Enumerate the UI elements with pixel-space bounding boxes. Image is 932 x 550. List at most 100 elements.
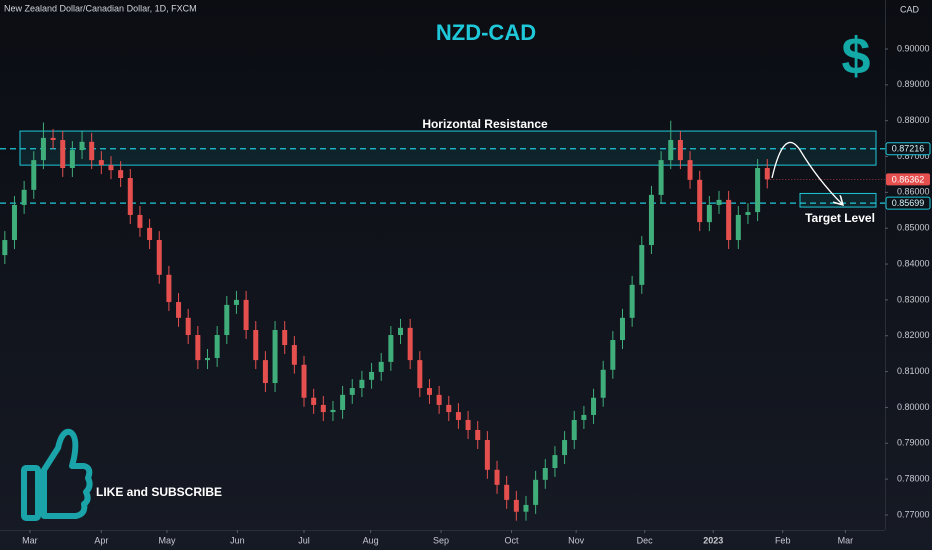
candle-body (687, 160, 693, 180)
candle-body (407, 327, 413, 361)
candle-body (571, 419, 577, 441)
candle-body (388, 335, 394, 362)
last-price-tag (886, 173, 930, 186)
candle-body (436, 394, 442, 405)
candle-body (359, 379, 365, 389)
x-tick-label: 2023 (703, 535, 723, 545)
candle-body (677, 140, 683, 161)
candle-body (340, 394, 346, 410)
candle-body (648, 194, 654, 246)
y-tick-label: 0.84000 (897, 258, 930, 268)
resistance-zone (19, 130, 877, 166)
candle-body (542, 467, 548, 480)
candle-body (562, 440, 568, 456)
cta-text: LIKE and SUBSCRIBE (96, 485, 222, 499)
projection-arrow (771, 141, 842, 204)
x-tick-label: May (158, 535, 176, 545)
candle-body (98, 160, 104, 166)
y-tick-label: 0.80000 (897, 402, 930, 412)
candle-body (726, 199, 732, 241)
y-tick-label: 0.77000 (897, 509, 930, 519)
candle-body (291, 345, 297, 365)
candle-body (581, 414, 587, 420)
candle-body (282, 330, 288, 346)
candle-body (224, 304, 230, 336)
y-tick-label: 0.89000 (897, 79, 930, 89)
candle-body (484, 440, 490, 470)
candle-body (504, 484, 510, 500)
x-tick-label: Aug (363, 535, 379, 545)
candle-body (426, 388, 432, 395)
candle-body (301, 364, 307, 398)
y-tick-label: 0.83000 (897, 294, 930, 304)
candle-body (755, 167, 761, 213)
candle-body (658, 160, 664, 195)
candle-body (204, 357, 210, 361)
y-tick-label: 0.79000 (897, 438, 930, 448)
candle-body (378, 361, 384, 372)
candle-body (166, 274, 172, 303)
candle-body (629, 284, 635, 318)
candle-body (262, 360, 268, 384)
candle-body (523, 504, 529, 512)
candle-body (79, 141, 85, 151)
last-price-label: 0.86362 (892, 174, 925, 184)
candle-body (127, 178, 133, 215)
y-tick-label: 0.81000 (897, 366, 930, 376)
x-tick-label: Oct (504, 535, 519, 545)
candle-body (446, 404, 452, 413)
candle-body (253, 330, 259, 361)
candle-body (716, 199, 722, 205)
candle-body (176, 302, 182, 318)
candle-body (349, 388, 355, 395)
resistance-label: Horizontal Resistance (422, 117, 548, 131)
candle-body (243, 299, 249, 330)
candle-body (697, 179, 703, 223)
x-tick-label: Apr (94, 535, 108, 545)
candle-body (552, 455, 558, 468)
candle-body (706, 204, 712, 223)
candle-body (513, 499, 519, 512)
x-tick-label: Sep (433, 535, 449, 545)
candle-body (89, 141, 95, 161)
candle-body (533, 479, 539, 505)
resistance-level-tag (885, 142, 931, 156)
x-tick-label: Mar (22, 535, 38, 545)
y-tick-label: 0.87000 (897, 151, 930, 161)
chart-title: NZD-CAD (436, 20, 536, 45)
x-tick-label: Nov (568, 535, 585, 545)
plot-area (0, 120, 885, 521)
target-level-tag (885, 196, 931, 210)
candle-body (69, 150, 75, 168)
candle-body (31, 160, 37, 190)
y-tick-label: 0.78000 (897, 473, 930, 483)
y-tick-label: 0.85000 (897, 223, 930, 233)
candle-body (619, 317, 625, 341)
x-tick-label: Mar (838, 535, 854, 545)
candle-body (465, 419, 471, 430)
candle-body (668, 140, 674, 161)
candle-body (735, 214, 741, 241)
candle-body (639, 245, 645, 285)
dollar-icon: $ (842, 28, 871, 86)
candle-body (233, 299, 239, 305)
candle-body (475, 430, 481, 441)
candle-body (50, 137, 56, 141)
y-tick-label: 0.86000 (897, 187, 930, 197)
candle-body (185, 317, 191, 336)
candle-body (417, 360, 423, 389)
target-label: Target Level (805, 211, 875, 225)
currency-label: CAD (900, 4, 920, 14)
symbol-header: New Zealand Dollar/Canadian Dollar, 1D, … (4, 3, 197, 13)
candle-body (11, 204, 17, 241)
y-tick-label: 0.82000 (897, 330, 930, 340)
candle-body (60, 140, 66, 168)
candle-body (156, 240, 162, 275)
candle-body (745, 212, 751, 215)
candle-body (398, 327, 404, 336)
candle-body (272, 330, 278, 384)
candle-body (21, 189, 27, 205)
